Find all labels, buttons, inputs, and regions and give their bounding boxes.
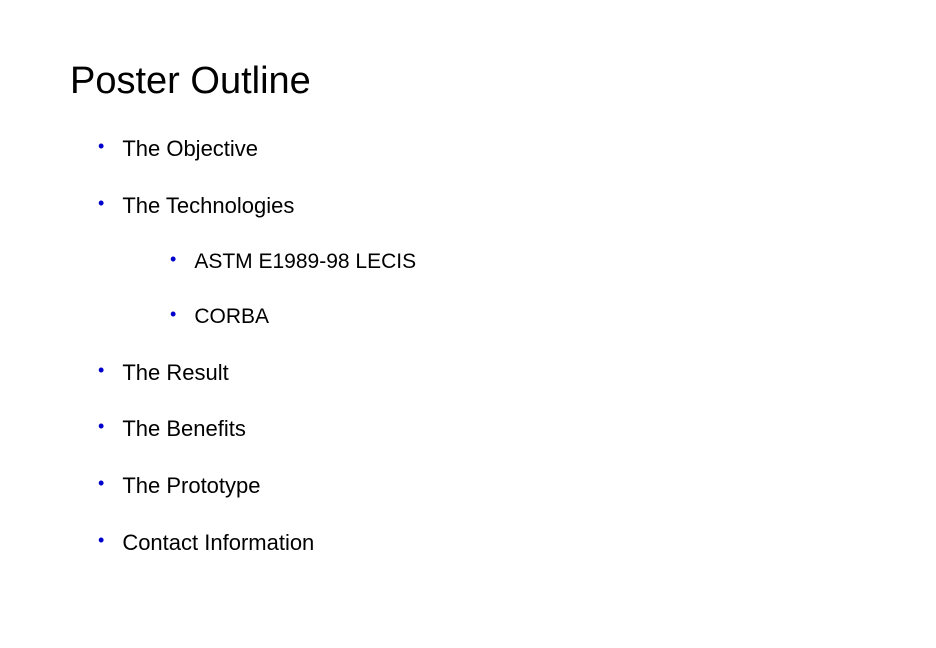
list-item-text: CORBA bbox=[194, 303, 269, 330]
list-item-text: ASTM E1989-98 LECIS bbox=[194, 248, 416, 275]
list-item-text: The Result bbox=[122, 359, 228, 388]
bullet-list: • The Objective • The Technologies • AST… bbox=[70, 135, 936, 557]
bullet-icon: • bbox=[98, 529, 104, 552]
list-item-text: The Prototype bbox=[122, 472, 260, 501]
list-item-text: The Technologies bbox=[122, 192, 294, 221]
bullet-icon: • bbox=[98, 135, 104, 158]
bullet-icon: • bbox=[98, 359, 104, 382]
bullet-icon: • bbox=[98, 415, 104, 438]
list-item: • The Benefits bbox=[70, 415, 936, 444]
list-item-text: The Benefits bbox=[122, 415, 246, 444]
list-item-text: Contact Information bbox=[122, 529, 314, 558]
bullet-icon: • bbox=[170, 303, 176, 326]
list-item: • CORBA bbox=[70, 303, 936, 330]
list-item: • The Prototype bbox=[70, 472, 936, 501]
list-item: • The Result bbox=[70, 359, 936, 388]
bullet-icon: • bbox=[98, 192, 104, 215]
list-item: • The Objective bbox=[70, 135, 936, 164]
slide-title: Poster Outline bbox=[70, 60, 936, 103]
bullet-icon: • bbox=[98, 472, 104, 495]
list-item: • The Technologies bbox=[70, 192, 936, 221]
list-item: • Contact Information bbox=[70, 529, 936, 558]
bullet-icon: • bbox=[170, 248, 176, 271]
list-item: • ASTM E1989-98 LECIS bbox=[70, 248, 936, 275]
list-item-text: The Objective bbox=[122, 135, 258, 164]
